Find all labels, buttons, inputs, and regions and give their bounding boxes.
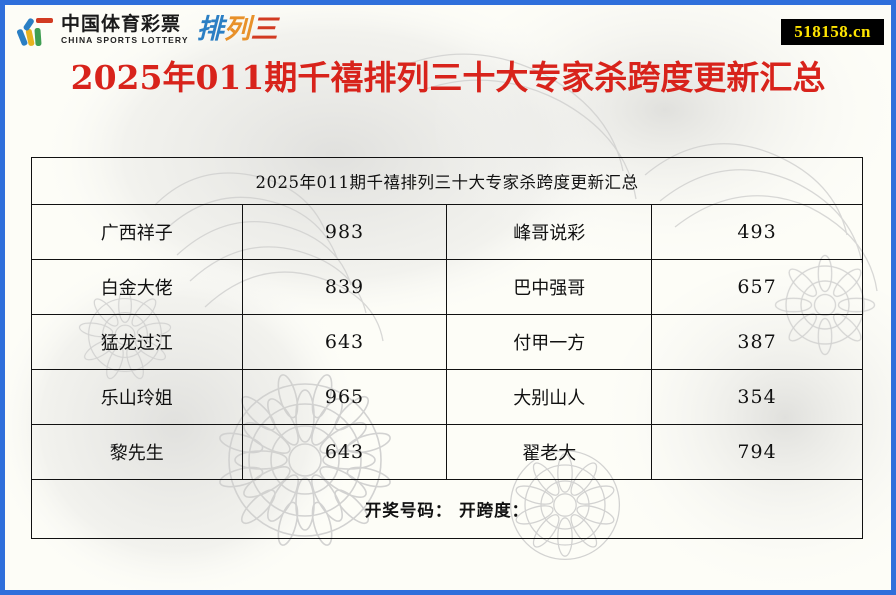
expert-value: 493 [651,204,863,260]
table-row: 广西祥子 983 峰哥说彩 493 [31,204,863,260]
expert-name: 广西祥子 [31,204,243,260]
expert-name: 白金大佬 [31,259,243,315]
experts-kill-span-table: 2025年011期千禧排列三十大专家杀跨度更新汇总 广西祥子 983 峰哥说彩 … [31,157,863,539]
table-row: 黎先生 643 翟老大 794 [31,424,863,480]
expert-name: 大别山人 [446,369,653,425]
expert-value: 657 [651,259,863,315]
logo-chinese-name: 中国体育彩票 [61,13,182,35]
game-name-pailie3: 排 列 三 [197,15,278,45]
expert-name: 巴中强哥 [446,259,653,315]
lottery-logo: 中国体育彩票 CHINA SPORTS LOTTERY 排 列 三 [16,10,278,50]
expert-value: 794 [651,424,863,480]
expert-value: 643 [241,424,448,480]
expert-name: 峰哥说彩 [446,204,653,260]
expert-name: 猛龙过江 [31,314,243,370]
expert-value: 387 [651,314,863,370]
expert-name: 乐山玲姐 [31,369,243,425]
game-char-1: 排 [196,14,224,45]
lottery-logo-text: 中国体育彩票 CHINA SPORTS LOTTERY [61,12,189,48]
page-content: 中国体育彩票 CHINA SPORTS LOTTERY 排 列 三 518158… [5,5,891,590]
logo-english-name: CHINA SPORTS LOTTERY [61,35,189,45]
game-char-2: 列 [223,14,251,45]
table-caption: 2025年011期千禧排列三十大专家杀跨度更新汇总 [31,157,863,205]
site-header: 中国体育彩票 CHINA SPORTS LOTTERY 排 列 三 518158… [5,5,891,55]
expert-value: 965 [241,369,448,425]
expert-name: 黎先生 [31,424,243,480]
game-char-3: 三 [250,14,278,45]
expert-name: 付甲一方 [446,314,653,370]
expert-value: 643 [241,314,448,370]
expert-value: 839 [241,259,448,315]
page-title: 2025年011期千禧排列三十大专家杀跨度更新汇总 [70,58,826,97]
sports-lottery-emblem-icon [16,13,57,47]
table-row: 猛龙过江 643 付甲一方 387 [31,314,863,370]
expert-value: 983 [241,204,448,260]
table-footer-row: 开奖号码： 开跨度： [31,479,863,539]
draw-result-labels: 开奖号码： 开跨度： [31,479,863,539]
expert-value: 354 [651,369,863,425]
site-watermark-badge: 518158.cn [781,19,884,45]
table-row: 白金大佬 839 巴中强哥 657 [31,259,863,315]
table-row: 乐山玲姐 965 大别山人 354 [31,369,863,425]
table-caption-row: 2025年011期千禧排列三十大专家杀跨度更新汇总 [31,157,863,205]
expert-name: 翟老大 [446,424,653,480]
